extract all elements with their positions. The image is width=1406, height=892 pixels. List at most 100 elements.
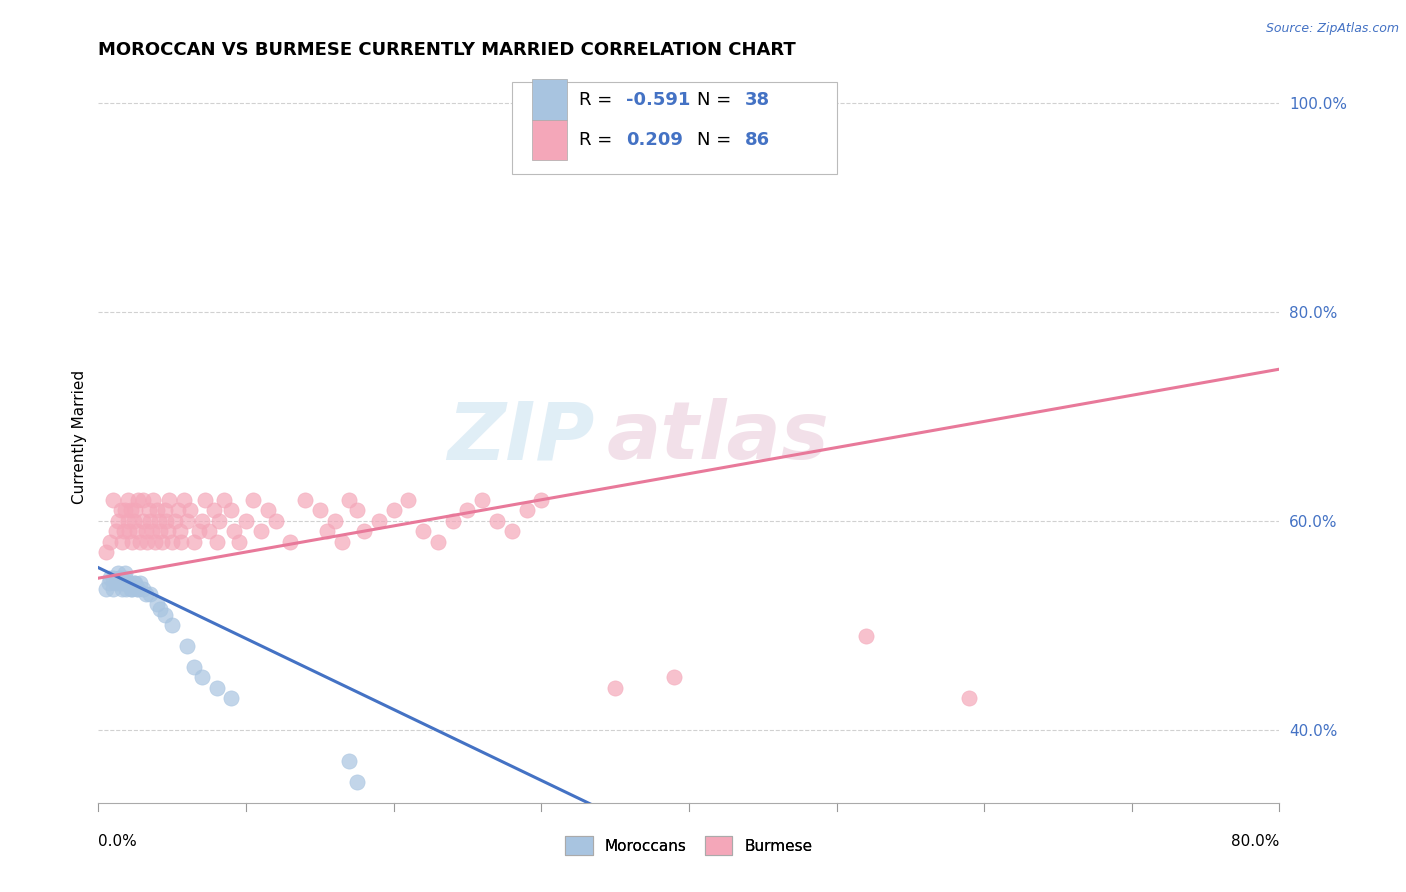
- Point: [117, 576, 139, 591]
- Text: Source: ZipAtlas.com: Source: ZipAtlas.com: [1265, 22, 1399, 36]
- Point: [111, 534, 134, 549]
- Point: [339, 492, 361, 507]
- Point: [162, 534, 183, 549]
- Point: [339, 754, 361, 768]
- Point: [124, 576, 146, 591]
- Point: [224, 524, 246, 538]
- Text: 38: 38: [744, 90, 769, 109]
- Point: [346, 503, 368, 517]
- Point: [110, 576, 132, 591]
- FancyBboxPatch shape: [531, 120, 567, 160]
- Y-axis label: Currently Married: Currently Married: [72, 370, 87, 504]
- Point: [205, 681, 228, 695]
- Point: [530, 492, 553, 507]
- Point: [191, 514, 214, 528]
- Text: 86: 86: [744, 131, 769, 149]
- Point: [183, 660, 205, 674]
- Point: [103, 582, 125, 596]
- Text: N =: N =: [697, 90, 737, 109]
- Point: [135, 524, 157, 538]
- Point: [112, 576, 135, 591]
- Point: [486, 514, 509, 528]
- Point: [135, 587, 157, 601]
- Point: [150, 534, 173, 549]
- Point: [382, 503, 405, 517]
- Point: [157, 492, 180, 507]
- Point: [309, 503, 332, 517]
- Text: ZIP: ZIP: [447, 398, 595, 476]
- Point: [141, 524, 163, 538]
- Point: [176, 639, 198, 653]
- Point: [146, 597, 169, 611]
- Point: [605, 681, 627, 695]
- Text: N =: N =: [697, 131, 737, 149]
- Point: [98, 534, 121, 549]
- Point: [149, 524, 172, 538]
- Point: [114, 571, 136, 585]
- Point: [153, 607, 176, 622]
- Point: [115, 582, 138, 596]
- Point: [183, 534, 205, 549]
- Point: [139, 587, 162, 601]
- Point: [194, 492, 217, 507]
- Point: [323, 514, 346, 528]
- Point: [187, 524, 209, 538]
- Point: [138, 503, 160, 517]
- Text: R =: R =: [579, 131, 619, 149]
- Point: [221, 691, 243, 706]
- Point: [156, 524, 179, 538]
- Point: [212, 492, 235, 507]
- Text: atlas: atlas: [606, 398, 830, 476]
- Point: [124, 503, 146, 517]
- Point: [98, 571, 121, 585]
- Text: 0.209: 0.209: [626, 131, 683, 149]
- Point: [202, 503, 225, 517]
- Point: [139, 514, 162, 528]
- Point: [128, 576, 150, 591]
- Point: [111, 582, 134, 596]
- Text: 80.0%: 80.0%: [1232, 834, 1279, 849]
- Point: [208, 514, 231, 528]
- Point: [148, 514, 170, 528]
- Point: [250, 524, 273, 538]
- Point: [280, 534, 302, 549]
- Point: [294, 492, 316, 507]
- Point: [205, 534, 228, 549]
- Point: [125, 524, 148, 538]
- Point: [412, 524, 434, 538]
- Point: [97, 576, 120, 591]
- Point: [346, 775, 368, 789]
- Point: [118, 524, 141, 538]
- Point: [108, 571, 131, 585]
- Point: [242, 492, 264, 507]
- Point: [114, 566, 136, 580]
- Point: [122, 576, 145, 591]
- Point: [120, 503, 142, 517]
- Point: [264, 514, 287, 528]
- Point: [107, 566, 129, 580]
- Point: [146, 503, 169, 517]
- Point: [110, 571, 132, 585]
- Point: [118, 576, 141, 591]
- Point: [103, 571, 125, 585]
- Point: [122, 514, 145, 528]
- Point: [162, 618, 183, 632]
- Point: [132, 582, 155, 596]
- Point: [457, 503, 479, 517]
- Text: 0.0%: 0.0%: [98, 834, 138, 849]
- Point: [221, 503, 243, 517]
- Point: [155, 514, 177, 528]
- Point: [132, 514, 155, 528]
- Point: [107, 514, 129, 528]
- Point: [173, 492, 195, 507]
- Point: [120, 582, 142, 596]
- Text: R =: R =: [579, 90, 619, 109]
- Point: [398, 492, 420, 507]
- Point: [427, 534, 450, 549]
- Point: [330, 534, 353, 549]
- Point: [121, 534, 143, 549]
- Point: [127, 492, 149, 507]
- FancyBboxPatch shape: [531, 79, 567, 120]
- Point: [165, 514, 187, 528]
- Point: [143, 534, 166, 549]
